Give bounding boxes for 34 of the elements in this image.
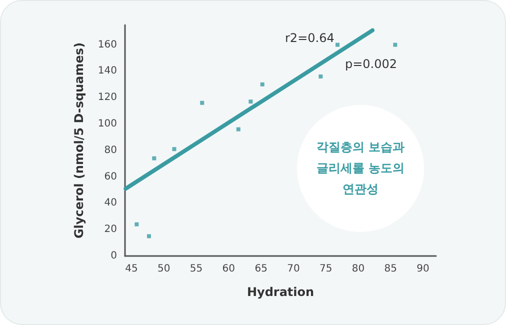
x-tick-label: 90 [416, 264, 430, 274]
x-tick-label: 45 [125, 264, 138, 274]
point [336, 42, 340, 47]
annotation: r2=0.64 [285, 31, 334, 45]
y-axis-title: Glycerol (nmol/5 D-squames) [72, 42, 86, 239]
x-tick-label: 65 [254, 264, 268, 274]
y-tick-label: 20 [104, 224, 117, 236]
point [134, 222, 139, 226]
x-tick-label: 75 [319, 264, 332, 274]
point [236, 127, 240, 132]
x-tick-label: 55 [190, 264, 203, 274]
x-tick-label: 80 [352, 264, 365, 274]
point [318, 74, 323, 78]
y-tick-label: 100 [98, 118, 117, 130]
y-tick-label: 120 [98, 92, 117, 104]
x-tick-label: 70 [287, 264, 300, 274]
y-tick-label: 160 [98, 39, 117, 50]
point [200, 100, 204, 105]
y-tick-label: 0 [110, 250, 117, 262]
point [146, 234, 151, 238]
x-axis-title: Hydration [246, 285, 314, 299]
point [152, 156, 156, 160]
point [172, 147, 176, 152]
y-tick-label: 80 [104, 144, 117, 156]
annotation: p=0.002 [345, 57, 398, 71]
y-tick-label: 40 [104, 198, 117, 209]
x-tick-label: 60 [222, 264, 236, 274]
x-tick-label: 50 [158, 264, 170, 274]
point [393, 42, 398, 47]
y-tick-label: 140 [98, 66, 117, 77]
y-tick-label: 60 [104, 171, 117, 182]
point [260, 82, 264, 86]
x-tick-label: 85 [384, 264, 398, 274]
point [248, 100, 253, 104]
